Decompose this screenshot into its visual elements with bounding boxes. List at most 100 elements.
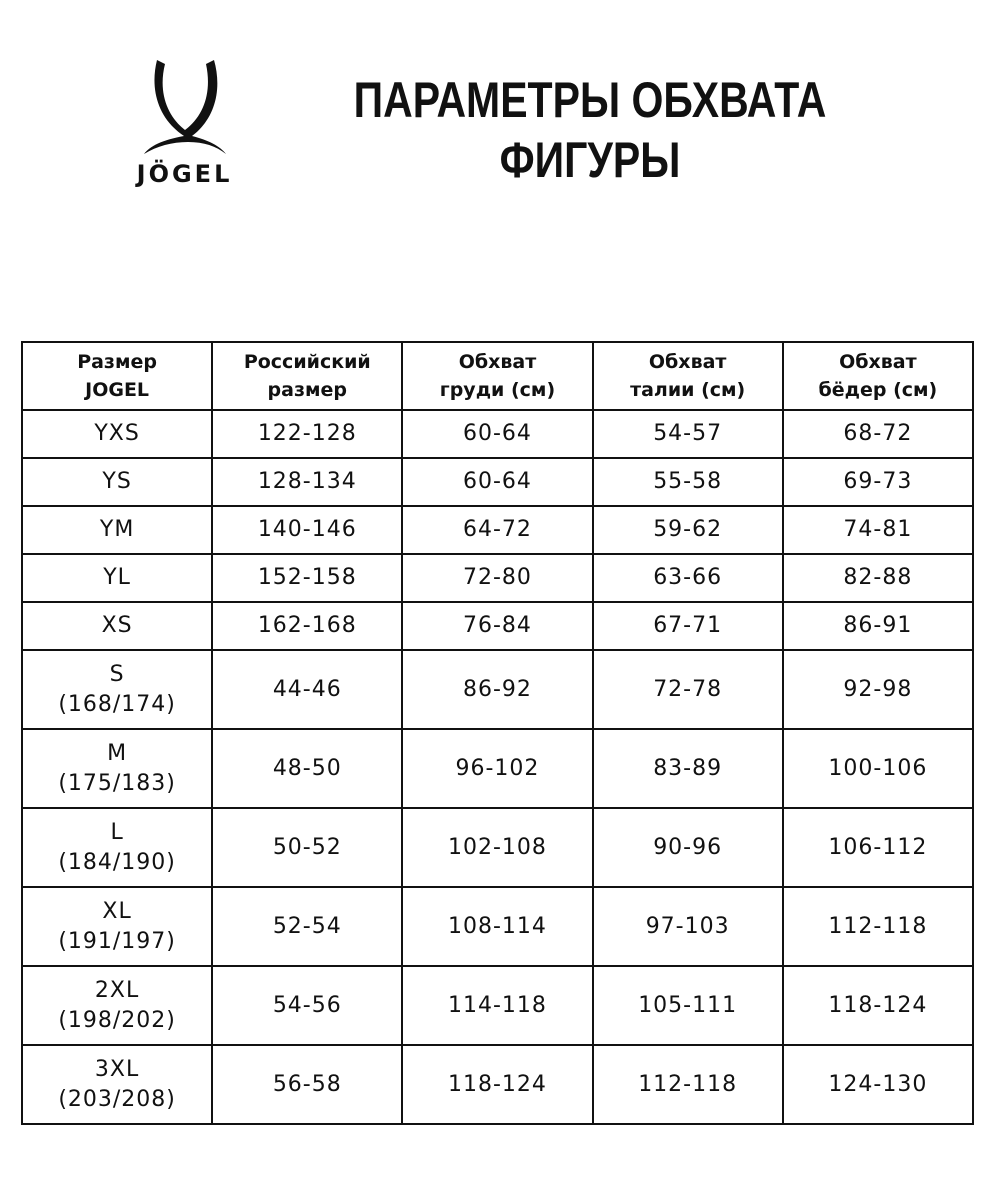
header-line: размер xyxy=(267,379,348,401)
cell-ru: 54-56 xyxy=(211,965,404,1046)
cell-hips: 112-118 xyxy=(781,886,975,967)
cell-waist: 97-103 xyxy=(591,886,784,967)
column-header: Обхват груди (см) xyxy=(401,341,594,411)
cell-ru: 128-134 xyxy=(211,457,404,507)
cell-size: XL (191/197) xyxy=(20,886,214,967)
column-header: Обхват талии (см) xyxy=(591,341,784,411)
size-table: Размер JOGEL Российский размер Обхват груди (… xyxy=(20,341,975,1125)
cell-hips: 82-88 xyxy=(781,553,975,603)
header-line: Обхват xyxy=(648,351,727,373)
cell-chest: 118-124 xyxy=(401,1044,594,1125)
cell-hips: 106-112 xyxy=(781,807,975,888)
cell-chest: 96-102 xyxy=(401,728,594,809)
table-row: L (184/190) 50-52 102-108 90-96 106-112 xyxy=(20,807,975,888)
cell-size: S (168/174) xyxy=(20,649,214,730)
cell-ru: 44-46 xyxy=(211,649,404,730)
cell-waist: 105-111 xyxy=(591,965,784,1046)
size-label: M xyxy=(107,740,128,766)
cell-size: YL xyxy=(20,553,214,603)
cell-chest: 64-72 xyxy=(401,505,594,555)
cell-size: 2XL (198/202) xyxy=(20,965,214,1046)
size-label: 3XL xyxy=(94,1056,140,1082)
cell-waist: 72-78 xyxy=(591,649,784,730)
cell-hips: 68-72 xyxy=(781,409,975,459)
cell-waist: 83-89 xyxy=(591,728,784,809)
logo-text: JÖGEL xyxy=(136,160,233,188)
table-row: YM 140-146 64-72 59-62 74-81 xyxy=(20,505,975,555)
cell-chest: 108-114 xyxy=(401,886,594,967)
header-line: Обхват xyxy=(458,351,537,373)
column-header: Российский размер xyxy=(211,341,404,411)
cell-waist: 54-57 xyxy=(591,409,784,459)
size-label: YL xyxy=(103,565,131,590)
table-row: S (168/174) 44-46 86-92 72-78 92-98 xyxy=(20,649,975,730)
cell-hips: 74-81 xyxy=(781,505,975,555)
cell-size: YS xyxy=(20,457,214,507)
table-row: YXS 122-128 60-64 54-57 68-72 xyxy=(20,409,975,459)
table-row: M (175/183) 48-50 96-102 83-89 100-106 xyxy=(20,728,975,809)
page-title: ПАРАМЕТРЫ ОБХВАТА ФИГУРЫ xyxy=(344,70,836,190)
cell-chest: 60-64 xyxy=(401,409,594,459)
cell-hips: 92-98 xyxy=(781,649,975,730)
height-range: (191/197) xyxy=(58,928,176,954)
cell-ru: 162-168 xyxy=(211,601,404,651)
size-label: XS xyxy=(101,613,133,638)
cell-hips: 124-130 xyxy=(781,1044,975,1125)
cell-hips: 100-106 xyxy=(781,728,975,809)
cell-size: L (184/190) xyxy=(20,807,214,888)
size-label: YXS xyxy=(94,421,140,446)
size-label: XL xyxy=(102,898,132,924)
cell-chest: 60-64 xyxy=(401,457,594,507)
cell-chest: 102-108 xyxy=(401,807,594,888)
height-range: (203/208) xyxy=(58,1086,176,1112)
size-label: YM xyxy=(99,517,135,542)
cell-waist: 112-118 xyxy=(591,1044,784,1125)
size-label: S xyxy=(109,661,125,687)
cell-ru: 52-54 xyxy=(211,886,404,967)
cell-ru: 152-158 xyxy=(211,553,404,603)
height-range: (198/202) xyxy=(58,1007,176,1033)
cell-ru: 140-146 xyxy=(211,505,404,555)
table-row: XS 162-168 76-84 67-71 86-91 xyxy=(20,601,975,651)
table-row: 2XL (198/202) 54-56 114-118 105-111 118-124 xyxy=(20,965,975,1046)
table-row: 3XL (203/208) 56-58 118-124 112-118 124-130 xyxy=(20,1044,975,1125)
cell-chest: 114-118 xyxy=(401,965,594,1046)
header-line: груди (см) xyxy=(439,379,556,401)
column-header: Размер JOGEL xyxy=(20,341,214,411)
size-label: YS xyxy=(102,469,132,494)
header-line: талии (см) xyxy=(630,379,746,401)
header-line: бёдер (см) xyxy=(818,379,938,401)
cell-size: 3XL (203/208) xyxy=(20,1044,214,1125)
title-line-1: ПАРАМЕТРЫ ОБХВАТА xyxy=(353,72,827,128)
height-range: (184/190) xyxy=(58,849,176,875)
cell-chest: 72-80 xyxy=(401,553,594,603)
table-row: XL (191/197) 52-54 108-114 97-103 112-118 xyxy=(20,886,975,967)
logo-mark-icon xyxy=(144,60,226,154)
title-line-2: ФИГУРЫ xyxy=(499,132,681,188)
cell-waist: 63-66 xyxy=(591,553,784,603)
cell-waist: 55-58 xyxy=(591,457,784,507)
cell-size: M (175/183) xyxy=(20,728,214,809)
cell-chest: 86-92 xyxy=(401,649,594,730)
header-line: JOGEL xyxy=(85,379,150,401)
cell-size: XS xyxy=(20,601,214,651)
table-row: YS 128-134 60-64 55-58 69-73 xyxy=(20,457,975,507)
cell-size: YXS xyxy=(20,409,214,459)
cell-size: YM xyxy=(20,505,214,555)
header-line: Обхват xyxy=(839,351,917,373)
cell-chest: 76-84 xyxy=(401,601,594,651)
jogel-logo: JÖGEL xyxy=(112,58,257,193)
height-range: (168/174) xyxy=(58,691,176,717)
cell-ru: 122-128 xyxy=(211,409,404,459)
cell-hips: 86-91 xyxy=(781,601,975,651)
column-header: Обхват бёдер (см) xyxy=(781,341,975,411)
table-header-row: Размер JOGEL Российский размер Обхват груди (… xyxy=(20,341,975,411)
cell-ru: 48-50 xyxy=(211,728,404,809)
cell-ru: 50-52 xyxy=(211,807,404,888)
header-line: Размер xyxy=(77,351,157,373)
height-range: (175/183) xyxy=(58,770,176,796)
size-label: 2XL xyxy=(94,977,140,1003)
table-row: YL 152-158 72-80 63-66 82-88 xyxy=(20,553,975,603)
cell-hips: 118-124 xyxy=(781,965,975,1046)
size-label: L xyxy=(110,819,124,845)
